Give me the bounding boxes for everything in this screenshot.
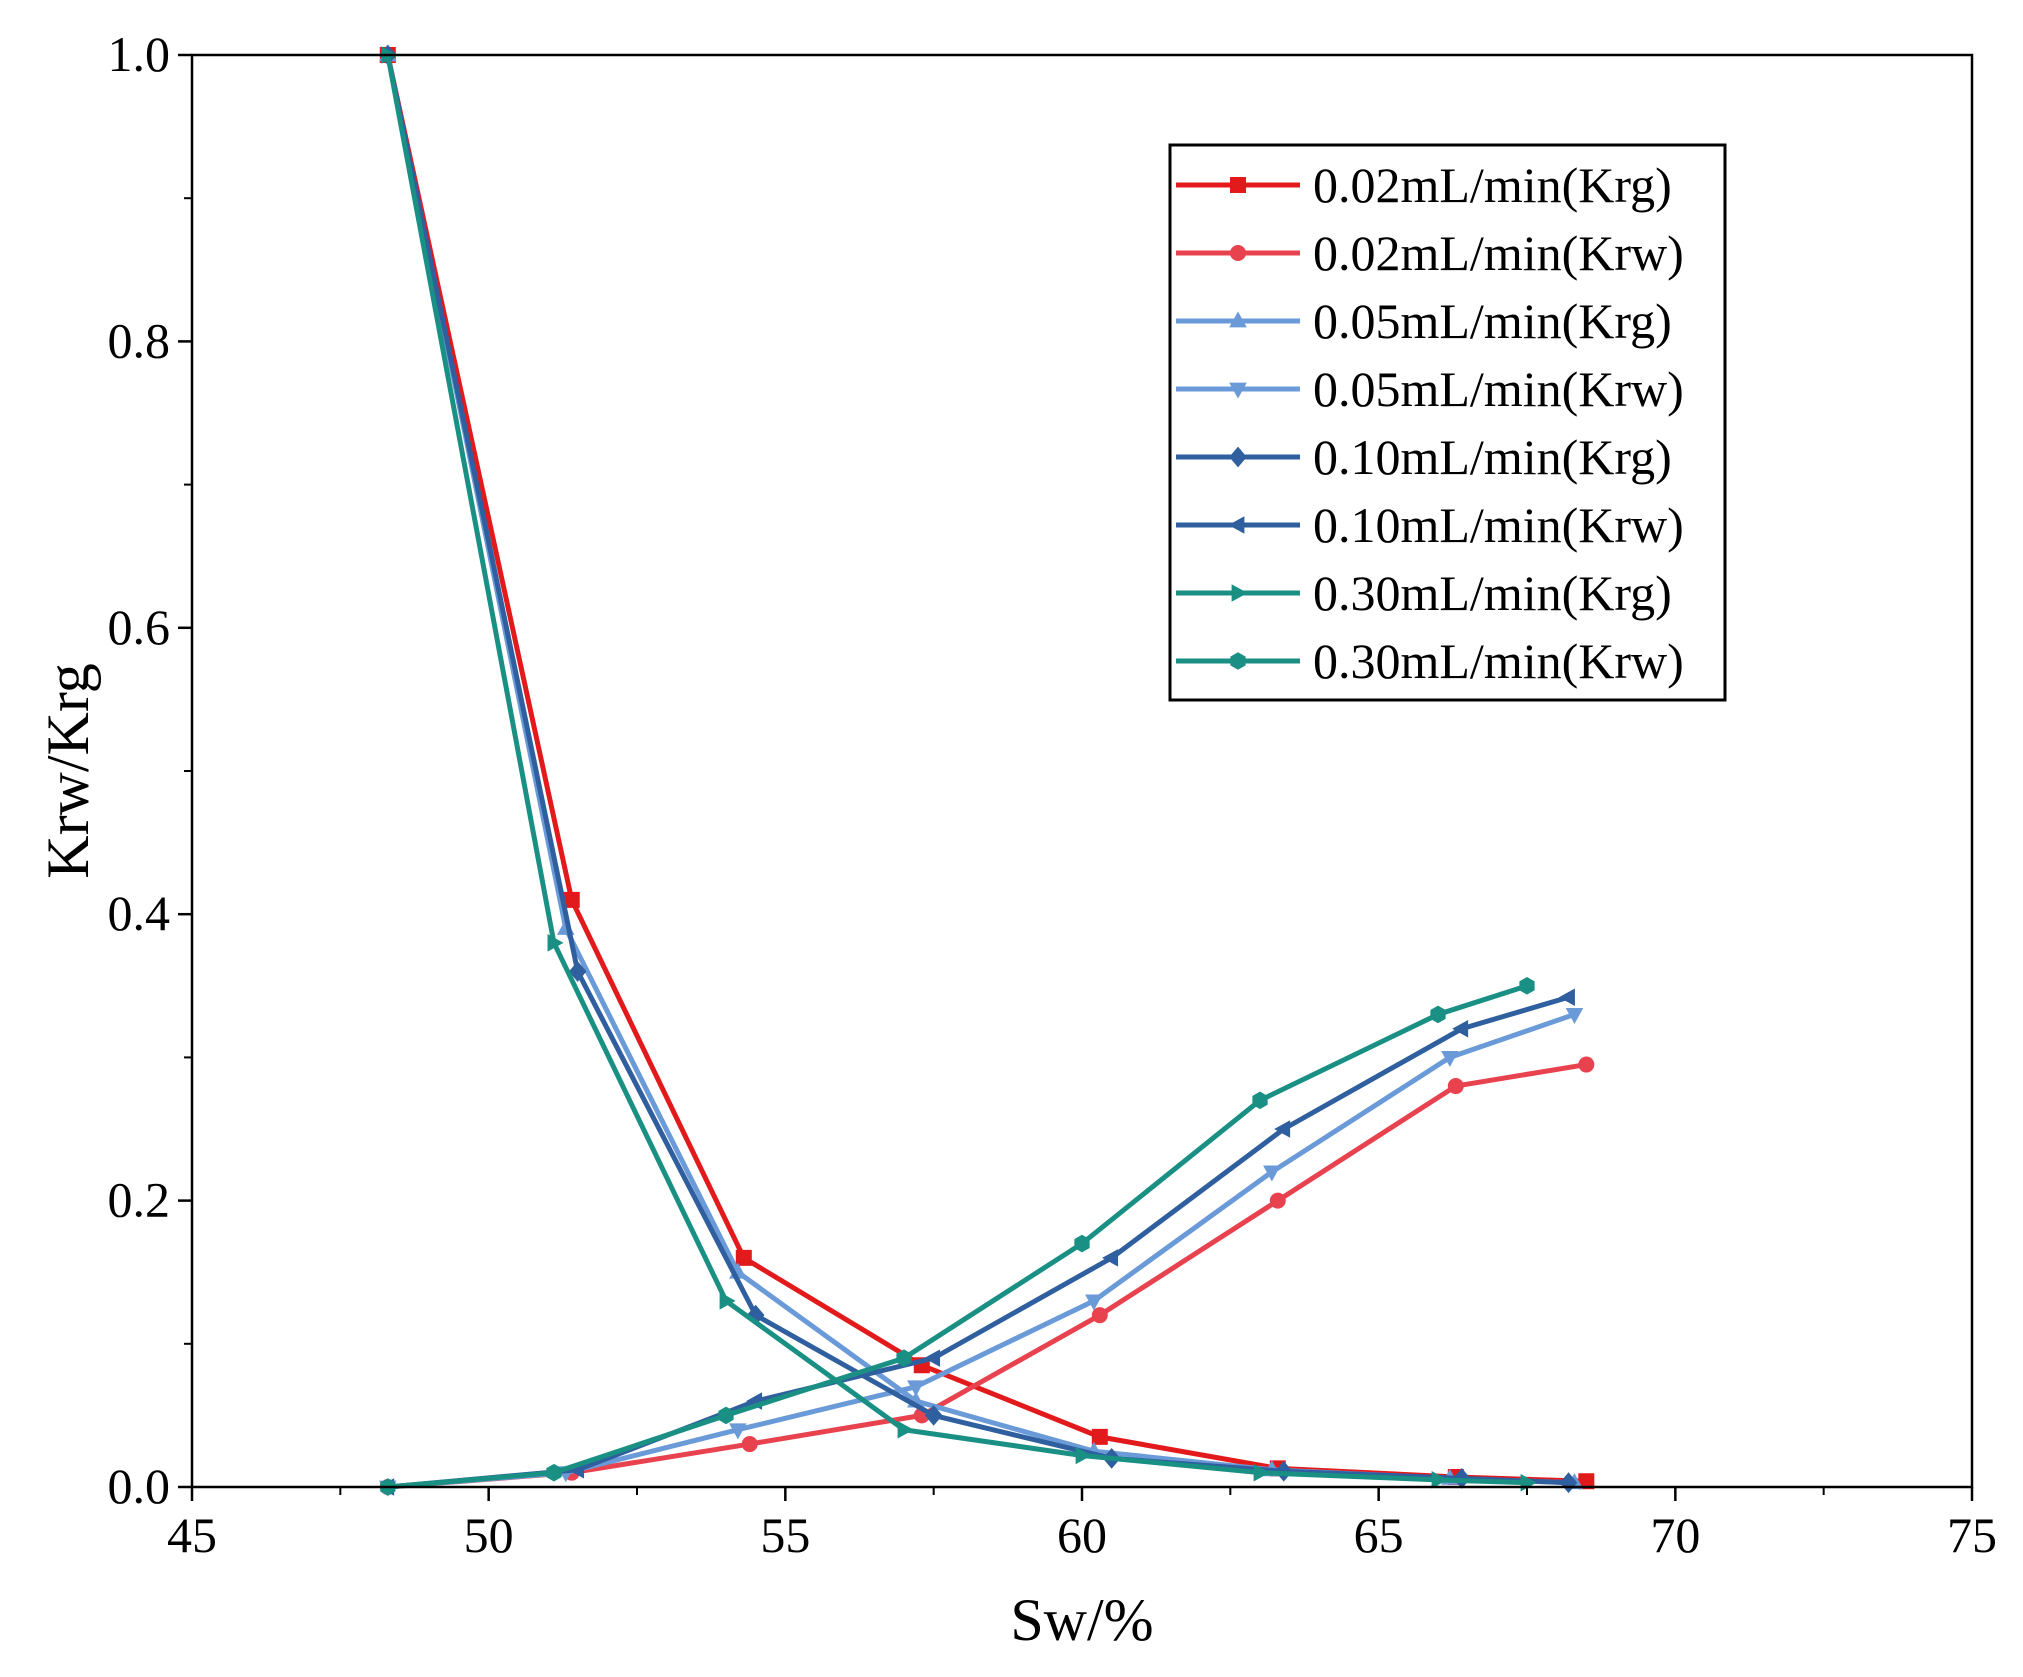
legend-marker-1 — [1230, 245, 1246, 261]
data-point-7-4 — [1074, 1234, 1090, 1253]
legend-label-3: 0.05mL/min(Krw) — [1313, 361, 1684, 417]
data-point-5-7 — [1558, 988, 1575, 1007]
legend-marker-7 — [1230, 652, 1246, 670]
data-point-3-2 — [729, 1423, 747, 1440]
legend-label-7: 0.30mL/min(Krw) — [1313, 633, 1684, 689]
data-point-3-6 — [1441, 1051, 1459, 1067]
data-point-4-1 — [568, 961, 587, 982]
legend-label-0: 0.02mL/min(Krg) — [1313, 157, 1672, 213]
legend-marker-2 — [1229, 311, 1247, 328]
x-tick-label-4: 65 — [1354, 1507, 1404, 1563]
legend-marker-4 — [1229, 446, 1247, 468]
data-point-3-4 — [1085, 1294, 1103, 1311]
data-point-7-2 — [718, 1406, 734, 1425]
x-tick-label-2: 55 — [760, 1507, 810, 1563]
data-point-6-1 — [547, 934, 564, 952]
y-tick-label-3: 0.6 — [108, 599, 171, 655]
series-1 — [379, 1056, 1595, 1495]
data-point-3-5 — [1263, 1165, 1281, 1182]
legend-label-6: 0.30mL/min(Krg) — [1313, 565, 1672, 621]
data-point-1-7 — [1578, 1056, 1595, 1073]
data-point-6-6 — [1431, 1471, 1448, 1489]
series-line-1 — [387, 1062, 1587, 1490]
data-point-7-5 — [1252, 1091, 1268, 1110]
data-point-3-3 — [907, 1380, 925, 1397]
data-point-1-2 — [741, 1436, 758, 1453]
y-tick-label-1: 0.2 — [108, 1172, 171, 1228]
data-point-0-7 — [1578, 1473, 1595, 1490]
data-point-1-5 — [1269, 1192, 1286, 1209]
legend-marker-3 — [1229, 382, 1247, 399]
data-point-0-2 — [735, 1249, 752, 1266]
x-tick-label-3: 60 — [1057, 1507, 1107, 1563]
data-point-6-3 — [897, 1420, 914, 1439]
legend-label-4: 0.10mL/min(Krg) — [1313, 429, 1672, 485]
data-point-6-2 — [719, 1292, 736, 1310]
x-axis-title: Sw/% — [1010, 1587, 1153, 1653]
data-point-0-4 — [1091, 1428, 1108, 1445]
x-tick-label-5: 70 — [1650, 1507, 1700, 1563]
data-point-7-7 — [1519, 977, 1535, 995]
series-line-5 — [387, 994, 1570, 1490]
data-point-4-7 — [1559, 1472, 1578, 1494]
y-tick-label-2: 0.4 — [108, 885, 171, 941]
data-point-7-3 — [896, 1349, 912, 1367]
legend: 0.02mL/min(Krg) 0.02mL/min(Krw) 0.05mL/min… — [1168, 143, 1727, 702]
y-tick-label-5: 1.0 — [108, 26, 171, 82]
data-point-0-1 — [563, 891, 580, 908]
data-point-5-4 — [1102, 1249, 1119, 1267]
y-tick-label-4: 0.8 — [108, 312, 171, 368]
x-tick-label-0: 45 — [167, 1507, 217, 1563]
data-point-1-4 — [1091, 1307, 1108, 1324]
series-layer — [378, 44, 1595, 1497]
data-point-1-6 — [1447, 1078, 1464, 1095]
data-point-7-6 — [1430, 1005, 1446, 1024]
data-point-4-2 — [746, 1304, 765, 1326]
data-point-4-3 — [924, 1405, 943, 1426]
data-point-6-5 — [1253, 1463, 1270, 1482]
y-axis-title: Krw/Krg — [35, 663, 101, 879]
legend-marker-6 — [1231, 584, 1248, 602]
legend-box — [1168, 143, 1727, 702]
series-line-7 — [387, 983, 1528, 1490]
data-point-7-1 — [546, 1463, 562, 1482]
data-point-5-3 — [924, 1349, 941, 1367]
legend-label-2: 0.05mL/min(Krg) — [1313, 293, 1672, 349]
data-point-5-6 — [1452, 1019, 1469, 1038]
x-tick-label-1: 50 — [464, 1507, 514, 1563]
legend-label-5: 0.10mL/min(Krw) — [1313, 497, 1684, 553]
legend-label-1: 0.02mL/min(Krw) — [1313, 225, 1684, 281]
legend-marker-0 — [1230, 177, 1246, 193]
axes-layer: 45 50 55 60 65 70 75 0.0 0.2 0.4 0.6 0.8 1.0 Sw/% Krw/… — [35, 26, 1997, 1653]
data-point-6-4 — [1075, 1446, 1092, 1465]
x-tick-label-6: 75 — [1947, 1507, 1997, 1563]
series-line-6 — [385, 54, 1528, 1486]
data-point-5-5 — [1274, 1120, 1291, 1138]
y-tick-label-0: 0.0 — [108, 1458, 171, 1514]
data-point-3-7 — [1565, 1008, 1584, 1025]
legend-marker-5 — [1228, 516, 1245, 534]
series-7 — [380, 977, 1535, 1496]
